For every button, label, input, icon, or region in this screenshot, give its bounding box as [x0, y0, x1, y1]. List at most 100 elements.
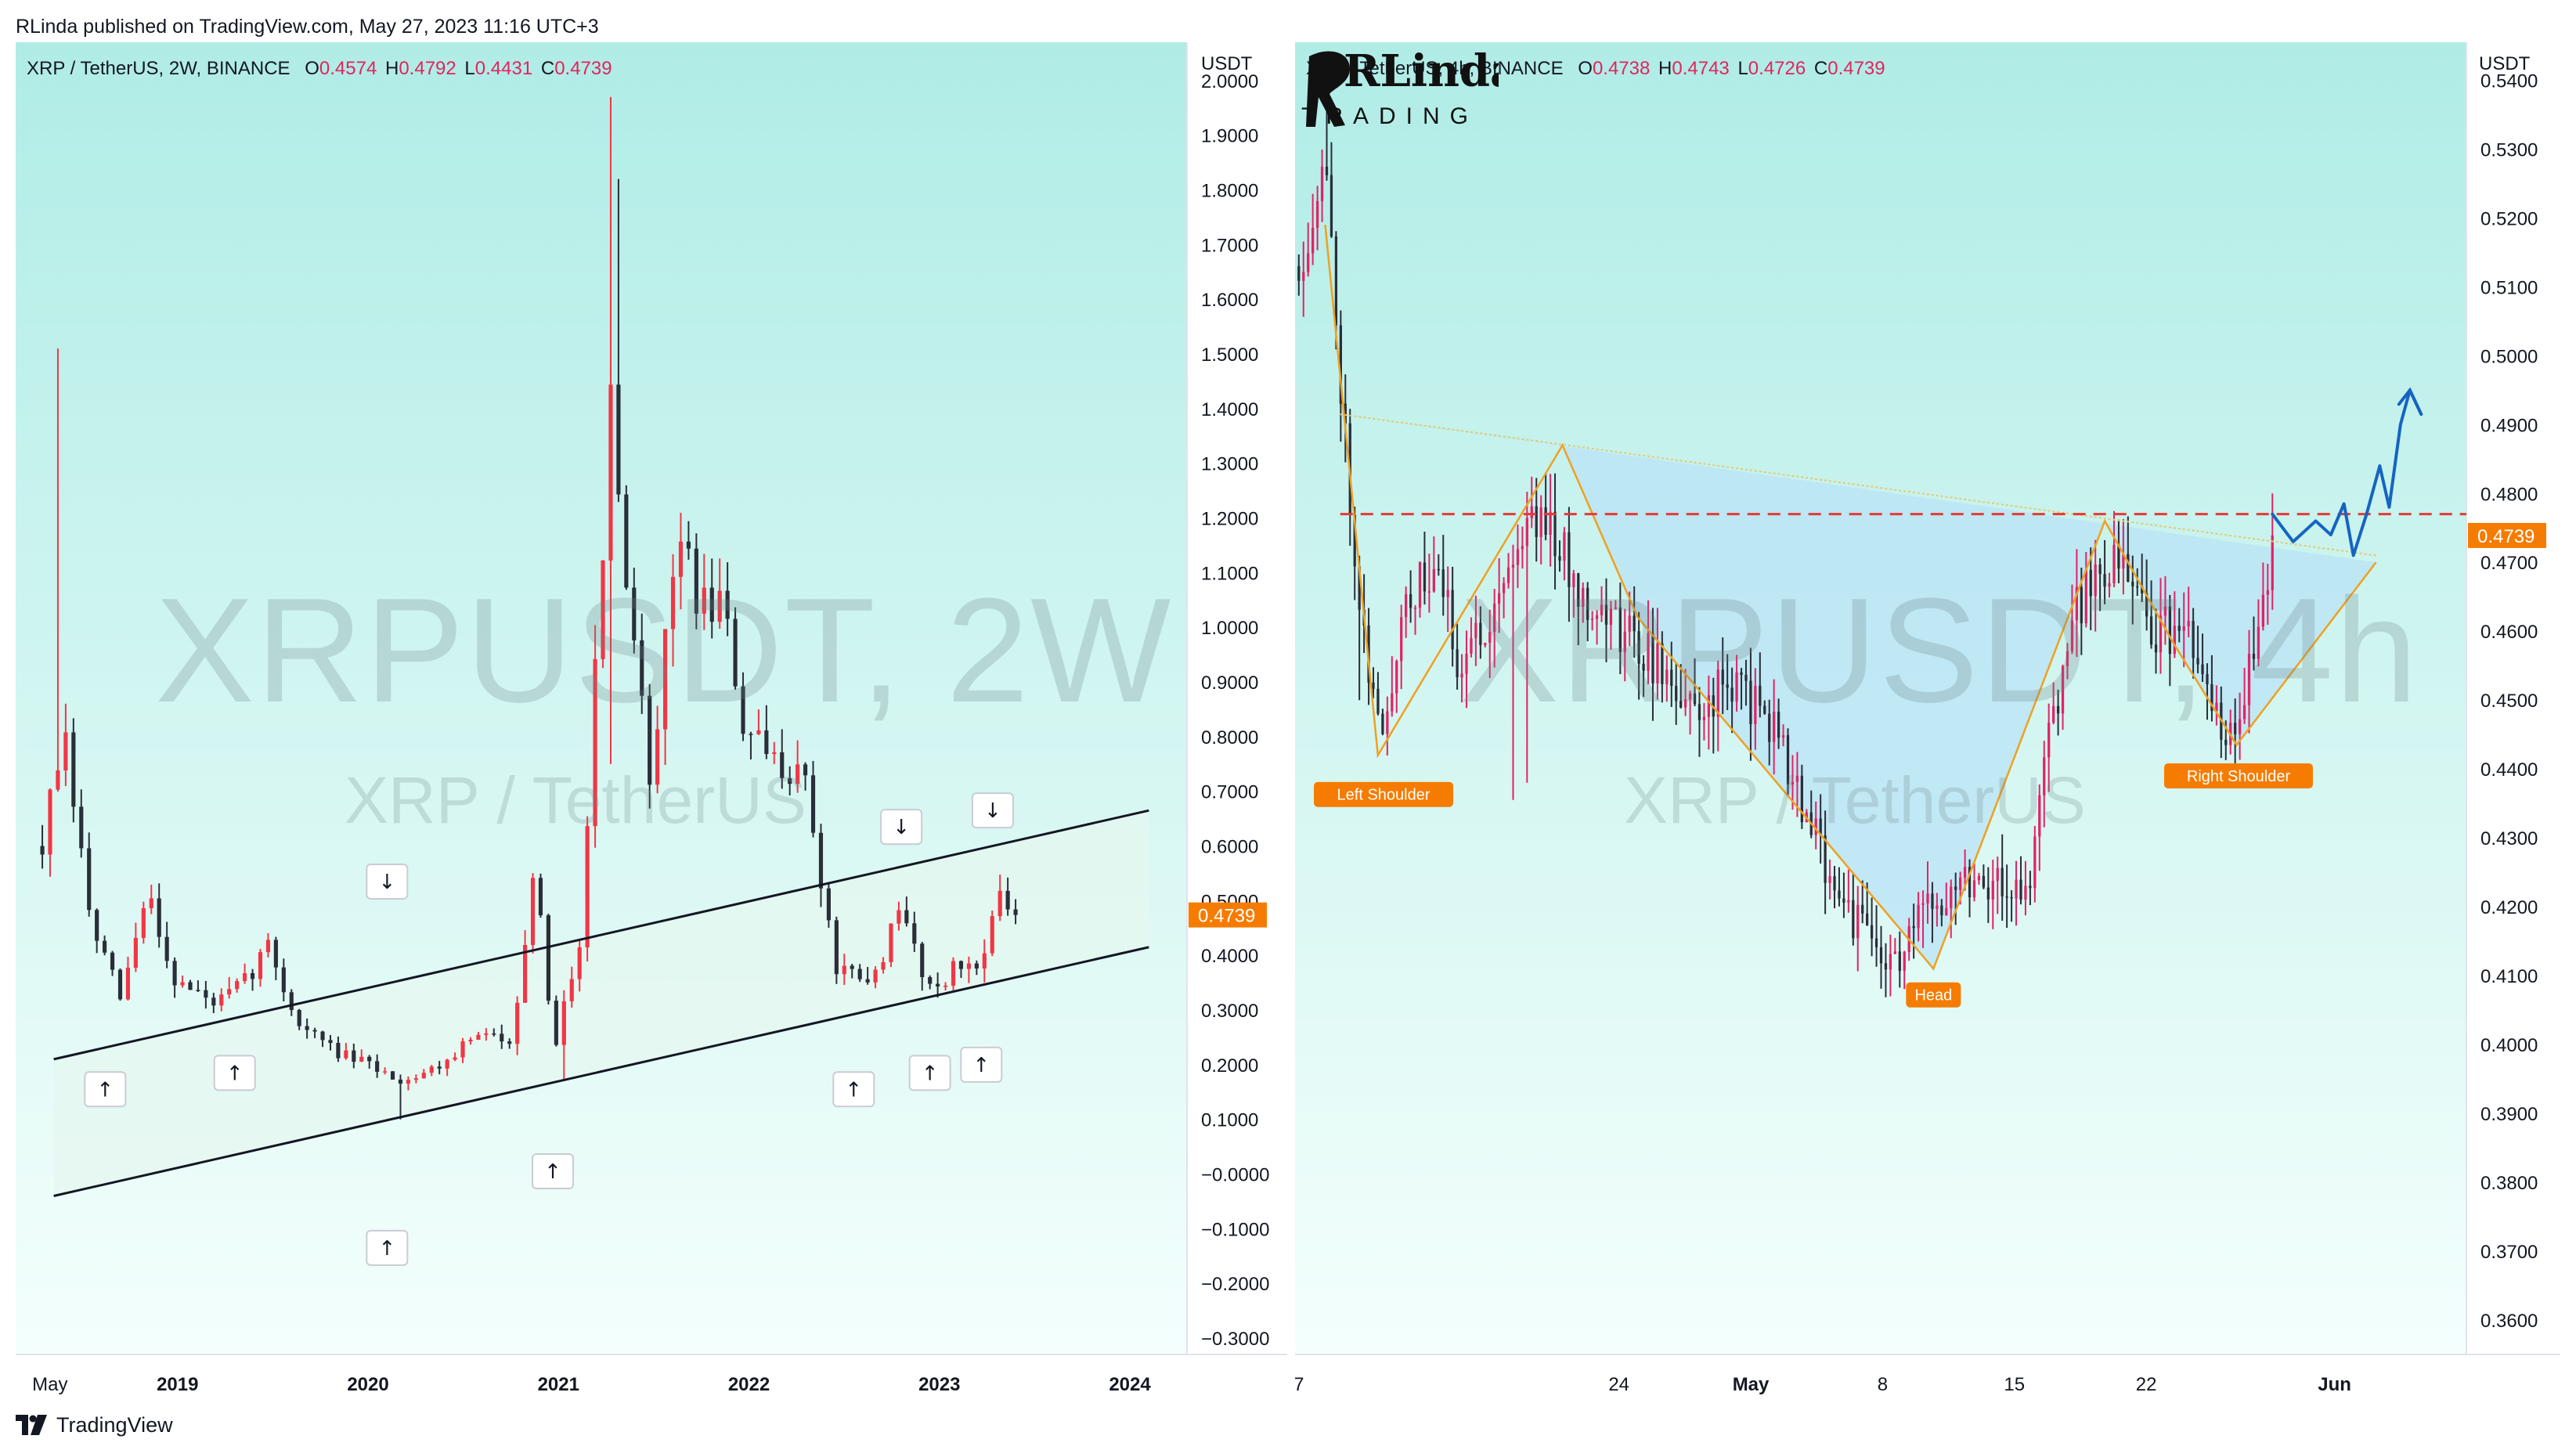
- right-shoulder-label-badge: [2163, 763, 2313, 788]
- left-candle-body: [141, 907, 146, 938]
- left-candle-body: [632, 587, 637, 640]
- right-candle-body: [1465, 653, 1468, 674]
- right-candle-body: [1521, 546, 1524, 550]
- right-candle-body: [2149, 616, 2153, 645]
- right-candle-body: [2005, 896, 2008, 898]
- left-candle-body: [63, 732, 68, 771]
- right-candle-body: [1618, 607, 1622, 653]
- right-candle-body: [1954, 886, 1957, 890]
- left-y-tick-label: 1.4000: [1201, 399, 1258, 420]
- left-candle-body: [188, 982, 193, 990]
- left-candle-body: [476, 1034, 481, 1040]
- left-candle-body: [686, 541, 691, 549]
- left-candle-body: [204, 990, 208, 998]
- left-candle-body: [359, 1056, 364, 1062]
- right-candle-body: [1833, 876, 1836, 891]
- right-candle-body: [1768, 713, 1771, 742]
- right-candle-body: [1535, 506, 1538, 537]
- left-y-tick-label: 0.8000: [1201, 727, 1258, 748]
- left-candle-body: [756, 730, 761, 734]
- left-candle-body: [554, 1001, 558, 1045]
- right-candle-body: [2047, 723, 2051, 758]
- left-candle-body: [149, 898, 153, 908]
- left-candle-body: [593, 658, 597, 827]
- left-arrow-down-marker: [366, 863, 409, 900]
- left-candle-body: [881, 961, 886, 970]
- left-y-tick-label: 0.1000: [1201, 1110, 1258, 1131]
- right-candle-body: [1572, 573, 1575, 587]
- left-y-tick-label: −0.0000: [1201, 1165, 1269, 1186]
- left-candle-body: [103, 940, 107, 953]
- left-candle-body: [865, 979, 870, 983]
- left-candle-body: [273, 940, 278, 968]
- right-candle-body: [1828, 876, 1831, 883]
- right-candle-body: [1903, 951, 1906, 972]
- right-projection-path[interactable]: [2271, 388, 2423, 557]
- left-candle-body: [694, 548, 698, 614]
- left-channel-upper-line[interactable]: [53, 809, 1149, 1061]
- right-candle-body: [2210, 684, 2213, 712]
- left-candle-body: [897, 910, 901, 924]
- left-channel-lower-line[interactable]: [53, 946, 1149, 1197]
- right-candle-body: [2201, 664, 2204, 675]
- right-candle-body: [2103, 574, 2106, 587]
- right-candle-body: [1381, 713, 1384, 734]
- left-candle-body: [133, 937, 138, 968]
- left-candle-body: [951, 961, 956, 987]
- right-x-tick-label: May: [1733, 1374, 1770, 1395]
- right-candle-body: [1334, 236, 1338, 326]
- left-candle-body: [375, 1061, 380, 1072]
- left-candle-body: [741, 686, 745, 734]
- right-candle-body: [2257, 626, 2260, 659]
- left-candle-body: [344, 1050, 348, 1059]
- right-candle-body: [2247, 654, 2251, 705]
- right-candle-body: [2024, 886, 2027, 900]
- right-candle-body: [2033, 836, 2037, 889]
- left-chart-svg[interactable]: 2.0000 1.9000 1.8000 1.7000 1.6000 1.5000 1.40…: [16, 42, 1287, 1398]
- left-arrow-up-marker: [832, 1071, 875, 1108]
- right-candle-body: [2094, 564, 2097, 597]
- left-candle-body: [406, 1080, 411, 1084]
- right-candle-body: [1511, 564, 1515, 568]
- left-candle-body: [788, 778, 792, 785]
- right-y-tick-label: 0.4800: [2480, 484, 2538, 505]
- right-candle-body: [1502, 583, 1506, 593]
- left-candle-body: [507, 1041, 512, 1044]
- right-candle-body: [1735, 672, 1738, 702]
- right-candle-body: [1926, 893, 1929, 904]
- right-x-tick-label: 7: [1295, 1374, 1304, 1395]
- right-candle-body: [1838, 890, 1841, 899]
- left-candle-body: [982, 953, 987, 969]
- right-candle-body: [2163, 606, 2167, 616]
- left-candle-body: [928, 977, 933, 984]
- right-candle-body: [1991, 881, 1994, 900]
- right-candle-body: [1297, 265, 1301, 281]
- left-legend-close: 0.4739: [554, 58, 612, 79]
- right-candle-body: [2061, 665, 2065, 714]
- right-candle-body: [1307, 253, 1310, 272]
- right-candle-body: [1642, 663, 1645, 671]
- left-x-tick-label: May: [32, 1374, 67, 1395]
- left-candle-body: [328, 1040, 333, 1044]
- left-arrow-up-marker: [84, 1071, 127, 1108]
- right-watermark-symbol: XRPUSDT, 4h: [1459, 568, 2419, 734]
- right-neckline[interactable]: [1340, 413, 2376, 557]
- right-candle-body: [1376, 688, 1380, 714]
- left-candle-body: [87, 848, 92, 911]
- left-last-price-badge: [1189, 902, 1267, 928]
- right-candle-body: [2019, 879, 2022, 900]
- left-candle-body: [569, 979, 574, 1001]
- right-chart-svg[interactable]: 0.5400 0.5300 0.5200 0.5100 0.5000 0.4900 0.48…: [1295, 42, 2560, 1398]
- right-candle-body: [1484, 642, 1487, 645]
- right-candle-body: [2075, 586, 2079, 621]
- right-candle-body: [1498, 593, 1501, 604]
- right-head-shoulders-outline[interactable]: [1324, 225, 2377, 971]
- right-candle-body: [1558, 556, 1561, 561]
- right-candle-body: [1628, 615, 1631, 632]
- left-chart-panel[interactable]: 2.0000 1.9000 1.8000 1.7000 1.6000 1.5000 1.40…: [16, 42, 1287, 1398]
- right-candle-body: [2070, 620, 2074, 651]
- left-candle-body: [95, 910, 99, 941]
- footer: TradingView: [16, 1409, 173, 1441]
- left-candle-body: [492, 1033, 496, 1035]
- right-chart-panel[interactable]: 0.5400 0.5300 0.5200 0.5100 0.5000 0.4900 0.48…: [1295, 42, 2560, 1398]
